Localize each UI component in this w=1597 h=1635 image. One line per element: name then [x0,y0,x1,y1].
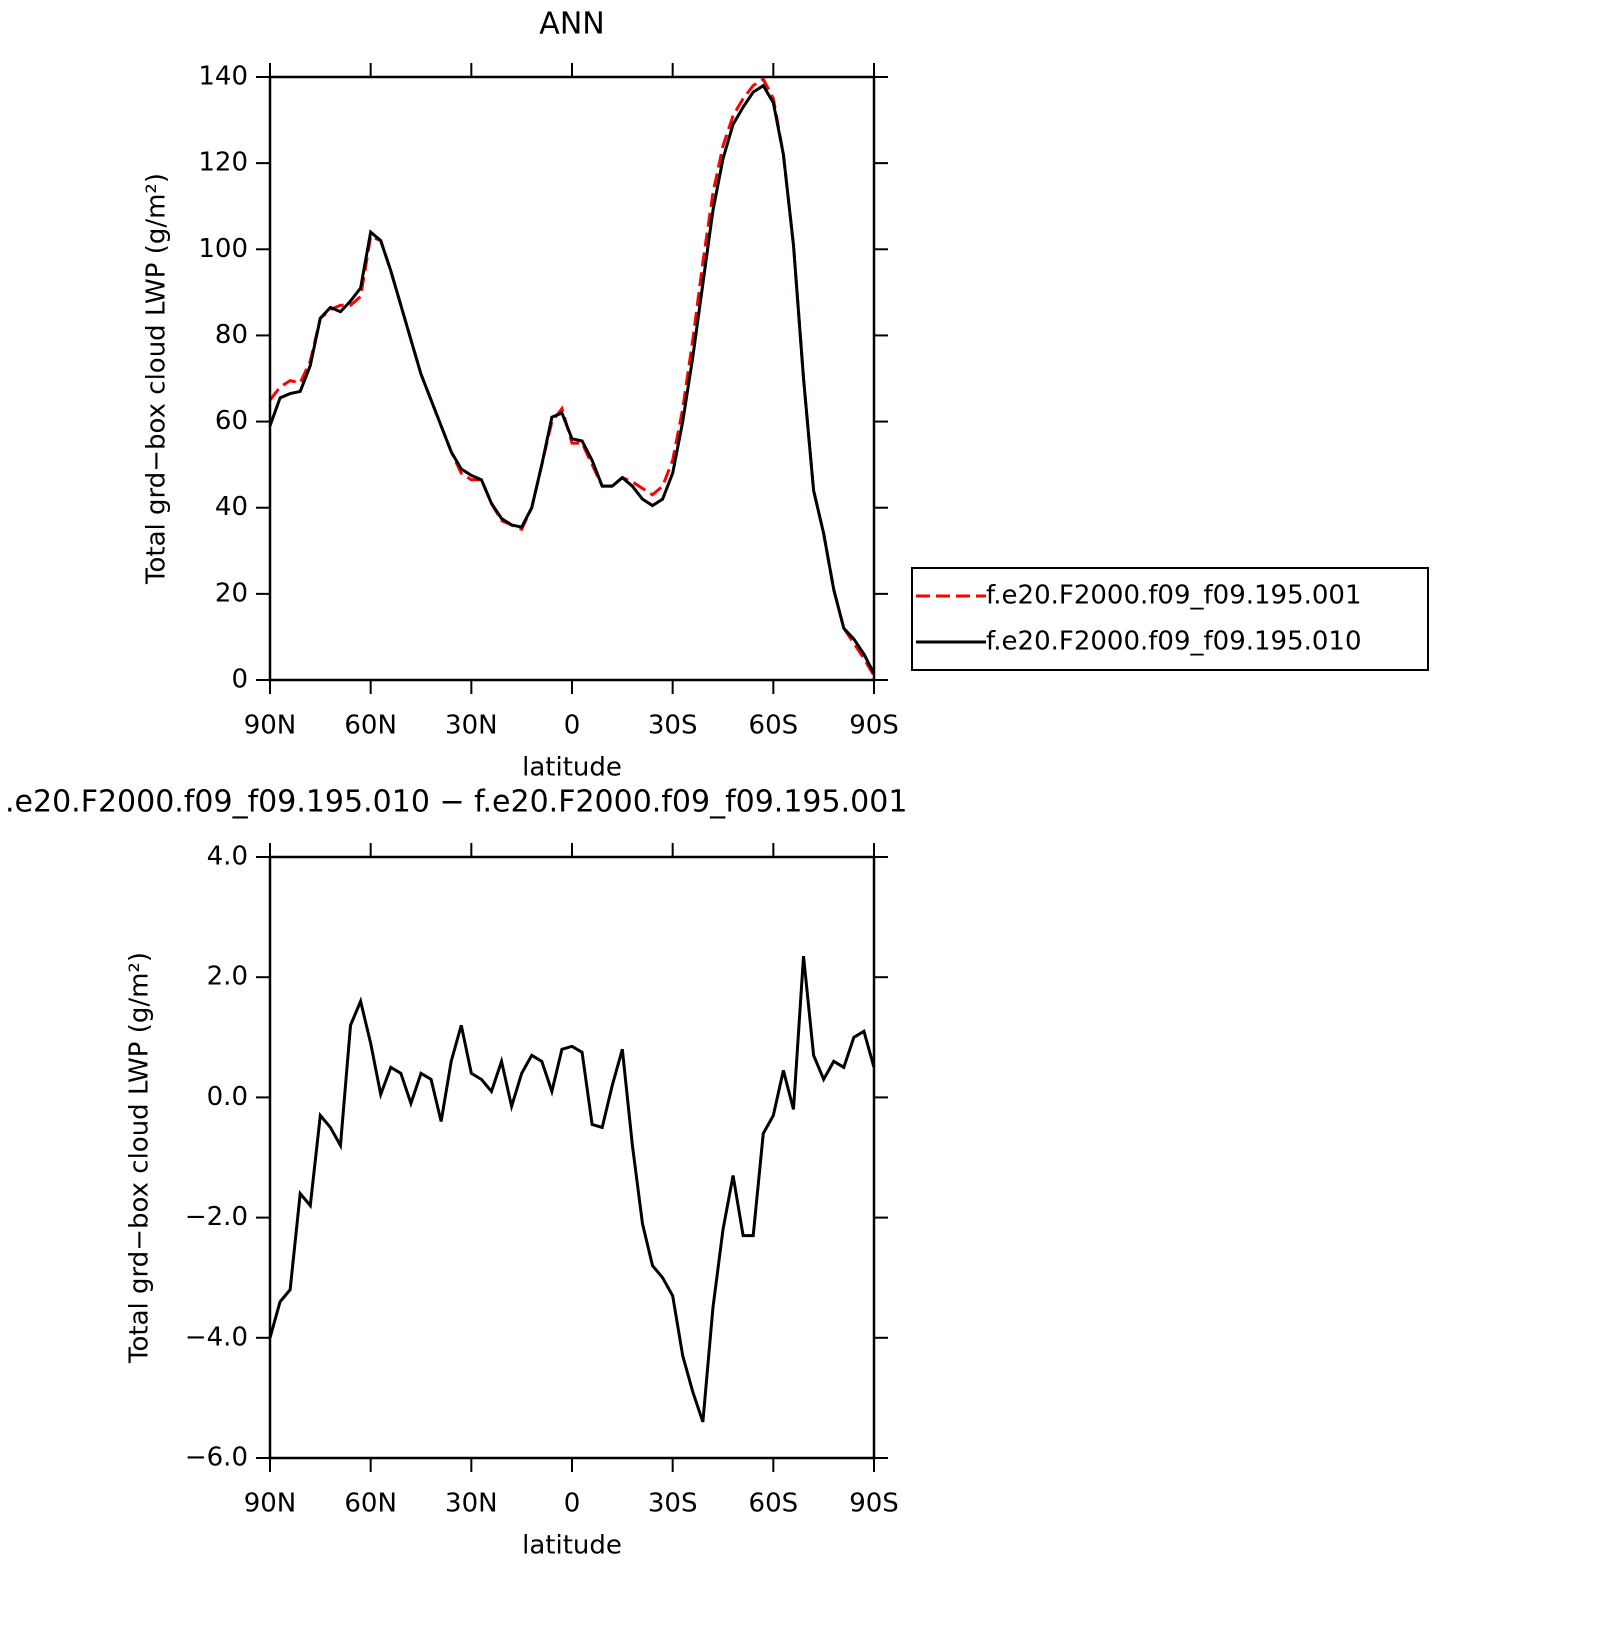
y-axis-label: Total grd−box cloud LWP (g/m²) [142,173,172,585]
x-tick-label: 60N [344,1489,397,1519]
chart-title: ANN [539,7,604,42]
legend-label: f.e20.F2000.f09_f09.195.001 [986,581,1362,611]
y-tick-label: −4.0 [185,1322,248,1352]
y-tick-label: 0 [231,665,248,695]
y-tick-label: 40 [215,492,248,522]
x-tick-label: 90S [849,711,899,741]
data-line [268,83,876,675]
x-tick-label: 60S [749,711,799,741]
y-axis-label: Total grd−box cloud LWP (g/m²) [125,952,155,1364]
y-tick-label: 80 [215,320,248,350]
x-tick-label: 90S [849,1489,899,1519]
y-tick-label: 120 [198,148,248,178]
y-tick-label: 4.0 [207,842,248,872]
x-tick-label: 30S [648,1489,698,1519]
legend-label: f.e20.F2000.f09_f09.195.010 [986,627,1362,657]
y-tick-label: 60 [215,406,248,436]
x-tick-label: 90N [244,1489,297,1519]
x-tick-label: 0 [564,711,581,741]
y-tick-label: −6.0 [185,1443,248,1473]
y-tick-label: 0.0 [207,1082,248,1112]
x-axis-label: latitude [522,753,622,783]
x-tick-label: 30S [648,711,698,741]
y-tick-label: 140 [198,62,248,92]
plot-frame [268,855,876,1460]
chart-title: .e20.F2000.f09_f09.195.010 − f.e20.F2000… [5,785,907,820]
legend-box [911,567,1429,671]
y-tick-label: 100 [198,234,248,264]
data-line [268,76,876,677]
x-tick-label: 30N [445,711,498,741]
x-tick-label: 90N [244,711,297,741]
data-line [268,956,876,1423]
plot-frame [268,75,876,682]
x-tick-label: 60S [749,1489,799,1519]
x-tick-label: 0 [564,1489,581,1519]
y-tick-label: 20 [215,578,248,608]
x-tick-label: 30N [445,1489,498,1519]
y-tick-label: 2.0 [207,962,248,992]
x-tick-label: 60N [344,711,397,741]
x-axis-label: latitude [522,1531,622,1561]
y-tick-label: −2.0 [185,1202,248,1232]
